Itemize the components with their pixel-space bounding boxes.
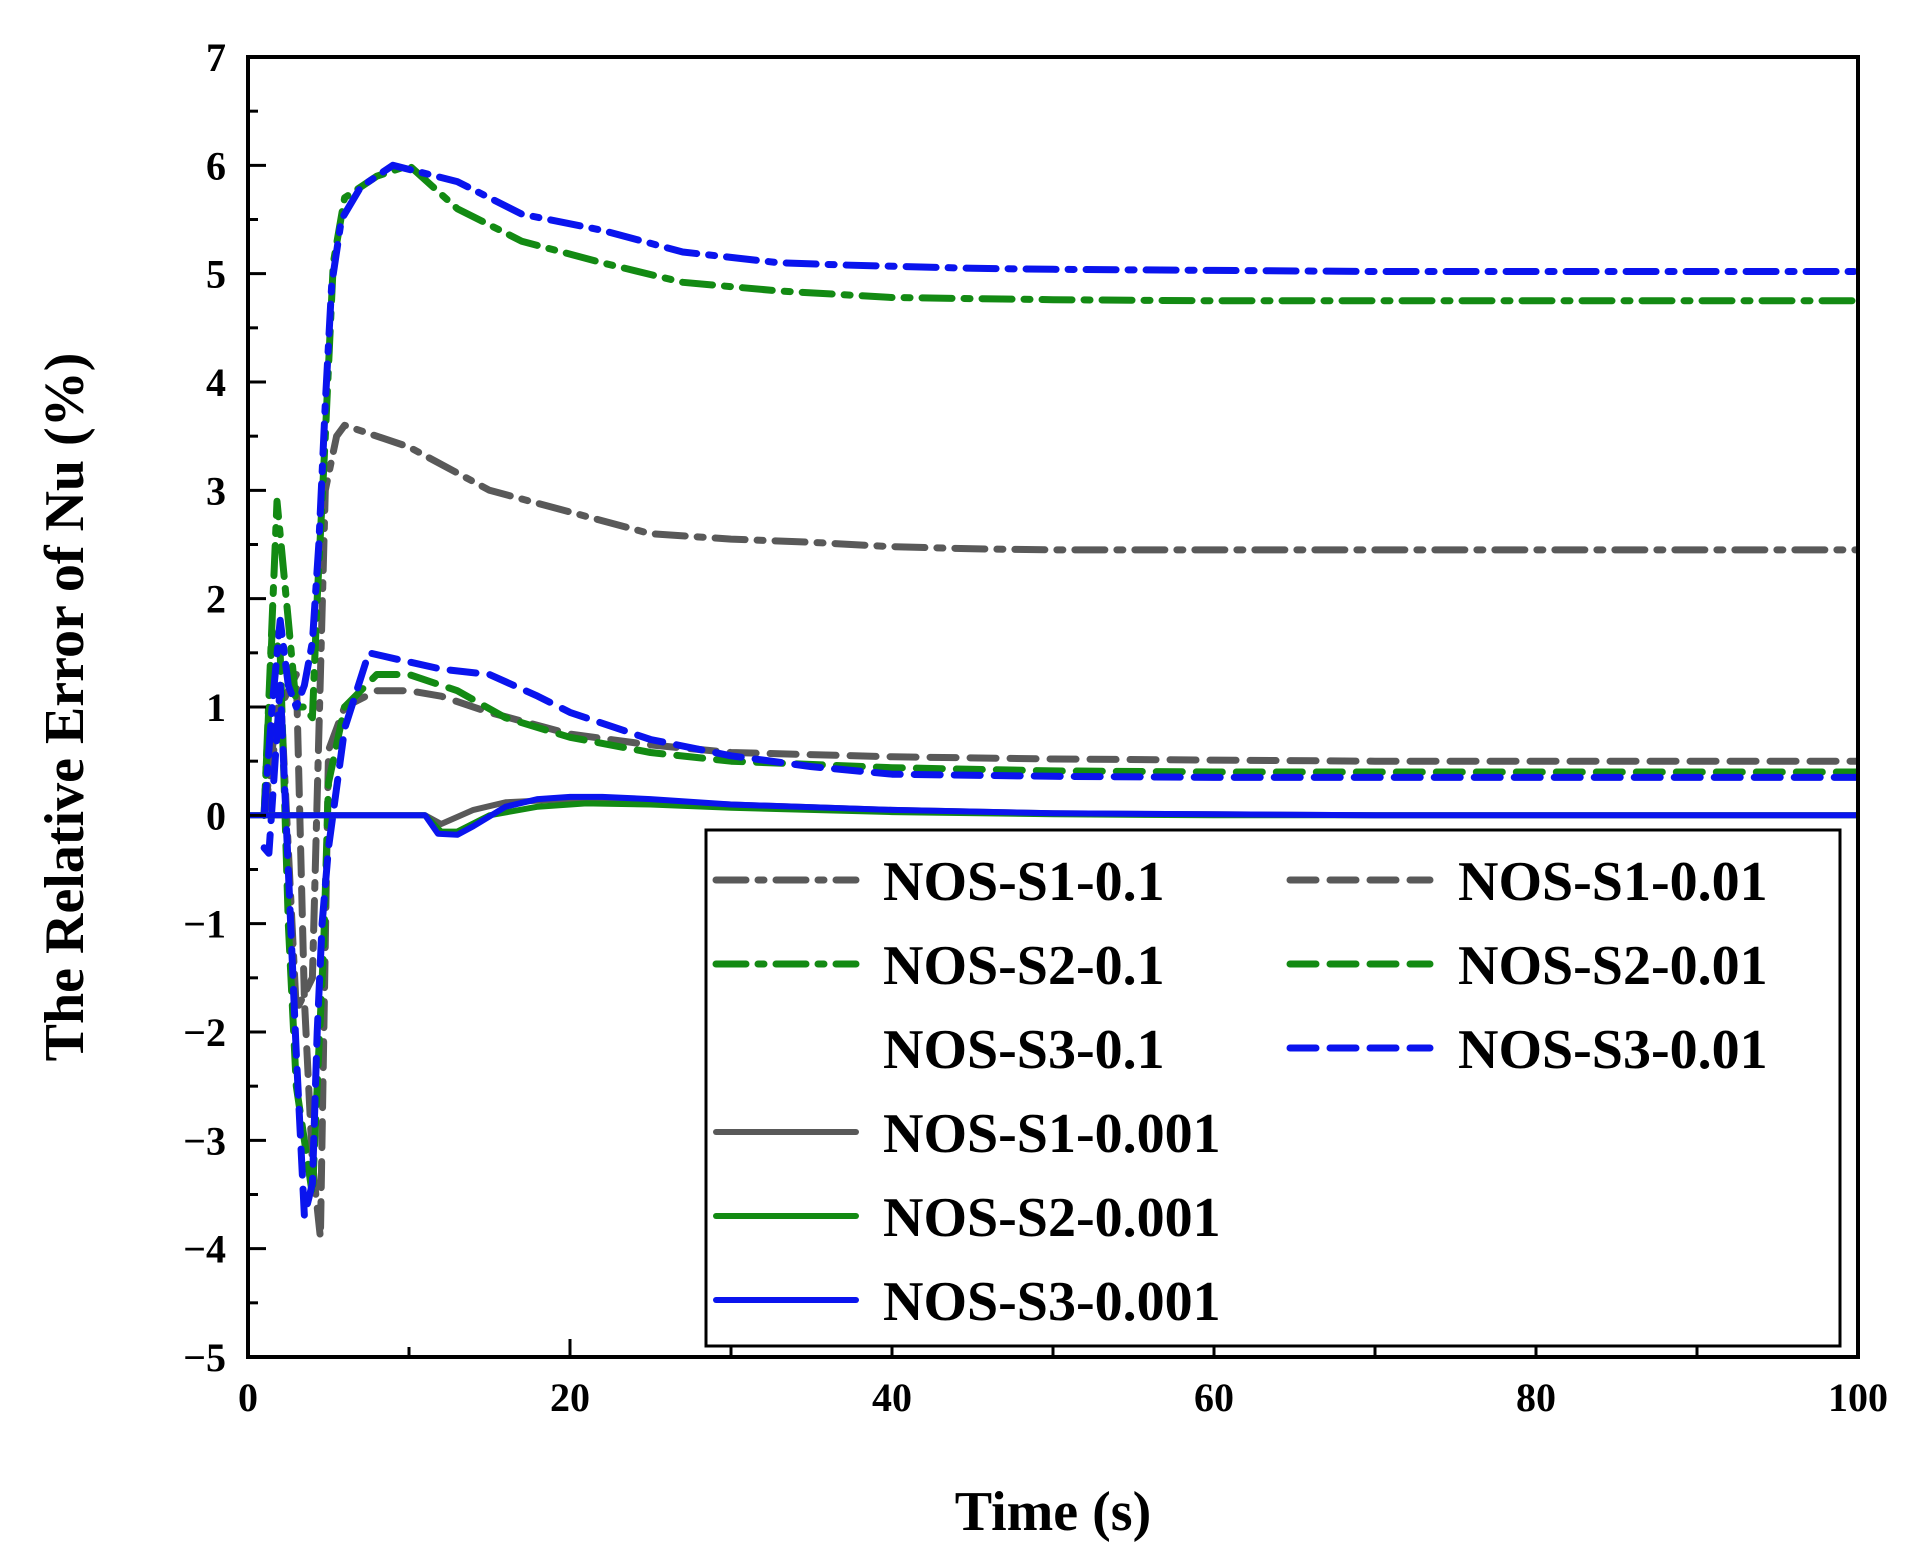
y-tick-label: −4	[183, 1227, 226, 1272]
x-tick-label: 20	[550, 1375, 590, 1420]
legend-entry-nos-s2-0.1: NOS-S2-0.1	[712, 935, 1165, 997]
x-tick-label: 40	[872, 1375, 912, 1420]
x-axis-title: Time (s)	[955, 1481, 1152, 1543]
y-tick-label: −5	[183, 1335, 226, 1380]
legend-label: NOS-S1-0.1	[883, 851, 1165, 913]
y-axis-title: The Relative Error of Nu (%)	[34, 353, 96, 1062]
legend-entry-nos-s3-0.1: NOS-S3-0.1	[883, 1019, 1165, 1081]
legend-entry-nos-s1-0.001: NOS-S1-0.001	[713, 1103, 1221, 1165]
y-tick-label: 4	[206, 360, 226, 405]
legend-entry-nos-s3-0.001: NOS-S3-0.001	[713, 1271, 1221, 1333]
legend-entry-nos-s2-0.001: NOS-S2-0.001	[713, 1187, 1221, 1249]
x-tick-label: 60	[1194, 1375, 1234, 1420]
legend-label: NOS-S2-0.01	[1458, 935, 1768, 997]
series-line-nos-s3-0.001	[248, 793, 1858, 838]
y-tick-label: −1	[183, 902, 226, 947]
legend-label: NOS-S2-0.001	[883, 1187, 1221, 1249]
y-tick-label: 5	[206, 252, 226, 297]
legend-label: NOS-S3-0.1	[883, 1019, 1165, 1081]
y-tick-label: 3	[206, 468, 226, 513]
series-line-nos-s1-0.01	[260, 671, 1858, 1242]
legend: NOS-S1-0.1 NOS-S1-0.01 NOS-S2-0.1 NOS-S2-0.…	[704, 828, 1842, 1348]
legend-box	[704, 828, 1842, 1348]
legend-entry-nos-s3-0.01: NOS-S3-0.01	[1286, 1019, 1768, 1081]
y-tick-label: 2	[206, 577, 226, 622]
series-line-nos-s3-0.01	[260, 649, 1858, 1220]
y-tick-label: 0	[206, 793, 226, 838]
legend-label: NOS-S1-0.001	[883, 1103, 1221, 1165]
y-tick-label: 1	[206, 685, 226, 730]
ticks-layer: 0 20 40 60 80 100 7 6 5 4 3 2 1 0 −1 −2 −3 −4 −5	[183, 35, 1888, 1420]
series-layer	[248, 161, 1858, 1242]
series-line-nos-s3-0.1	[260, 161, 1858, 819]
legend-label: NOS-S3-0.001	[883, 1271, 1221, 1333]
legend-label: NOS-S3-0.01	[1458, 1019, 1768, 1081]
x-tick-label: 0	[238, 1375, 258, 1420]
legend-label: NOS-S1-0.01	[1458, 851, 1768, 913]
x-tick-label: 100	[1828, 1375, 1888, 1420]
legend-label: NOS-S2-0.1	[883, 935, 1165, 997]
series-line-nos-s1-0.1	[260, 421, 1858, 1014]
y-tick-label: 6	[206, 143, 226, 188]
y-tick-label: −2	[183, 1010, 226, 1055]
legend-entry-nos-s2-0.01: NOS-S2-0.01	[1286, 935, 1768, 997]
legend-entry-nos-s1-0.01: NOS-S1-0.01	[1286, 851, 1768, 913]
series-line-nos-s2-0.1	[260, 161, 1858, 819]
legend-entry-nos-s1-0.1: NOS-S1-0.1	[712, 851, 1165, 913]
series-line-nos-s2-0.01	[260, 627, 1858, 1198]
y-tick-label: −3	[183, 1118, 226, 1163]
y-tick-label: 7	[206, 35, 226, 80]
x-tick-label: 80	[1516, 1375, 1556, 1420]
